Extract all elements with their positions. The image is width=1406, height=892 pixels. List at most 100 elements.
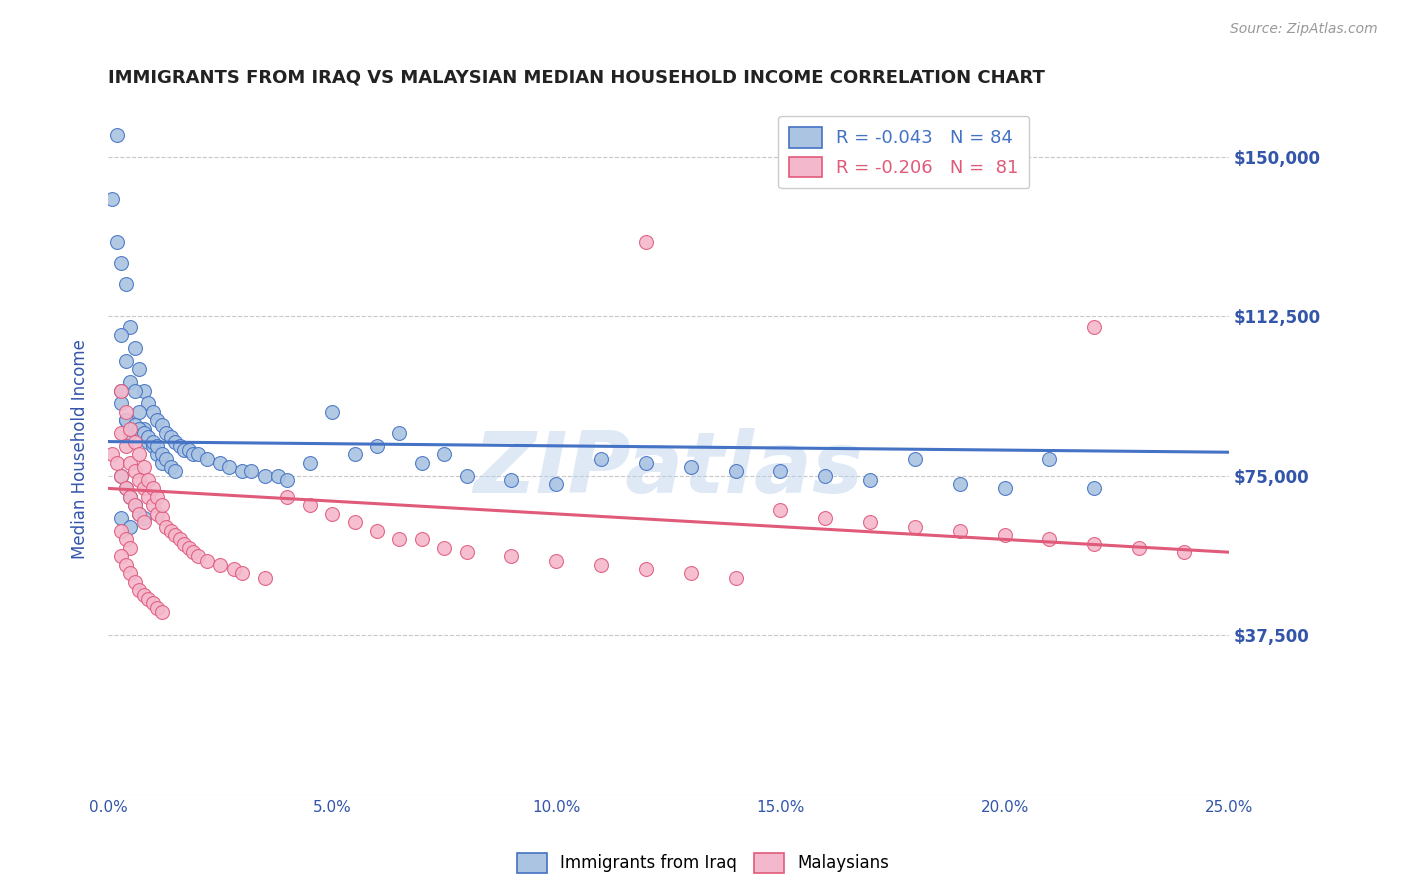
Point	[101, 447, 124, 461]
Point	[366, 524, 388, 538]
Legend: R = -0.043   N = 84, R = -0.206   N =  81: R = -0.043 N = 84, R = -0.206 N = 81	[778, 116, 1029, 188]
Point	[120, 541, 142, 555]
Point	[949, 524, 972, 538]
Point	[1038, 533, 1060, 547]
Point	[146, 413, 169, 427]
Point	[124, 574, 146, 589]
Point	[128, 362, 150, 376]
Point	[904, 451, 927, 466]
Point	[105, 235, 128, 249]
Point	[155, 451, 177, 466]
Point	[1038, 451, 1060, 466]
Point	[128, 507, 150, 521]
Point	[142, 482, 165, 496]
Point	[120, 426, 142, 441]
Point	[195, 554, 218, 568]
Point	[343, 447, 366, 461]
Point	[240, 464, 263, 478]
Point	[321, 405, 343, 419]
Point	[115, 558, 138, 572]
Point	[150, 511, 173, 525]
Point	[993, 528, 1015, 542]
Point	[165, 528, 187, 542]
Point	[253, 468, 276, 483]
Point	[173, 443, 195, 458]
Point	[150, 605, 173, 619]
Point	[128, 507, 150, 521]
Point	[124, 464, 146, 478]
Point	[501, 549, 523, 564]
Point	[276, 473, 298, 487]
Point	[132, 516, 155, 530]
Point	[546, 477, 568, 491]
Point	[105, 456, 128, 470]
Point	[101, 192, 124, 206]
Point	[231, 566, 253, 581]
Point	[110, 256, 132, 270]
Point	[150, 447, 173, 461]
Point	[298, 456, 321, 470]
Point	[138, 396, 160, 410]
Point	[138, 592, 160, 607]
Point	[769, 464, 792, 478]
Point	[128, 405, 150, 419]
Point	[115, 482, 138, 496]
Point	[253, 571, 276, 585]
Text: IMMIGRANTS FROM IRAQ VS MALAYSIAN MEDIAN HOUSEHOLD INCOME CORRELATION CHART: IMMIGRANTS FROM IRAQ VS MALAYSIAN MEDIAN…	[108, 69, 1045, 87]
Point	[181, 545, 204, 559]
Point	[634, 235, 657, 249]
Point	[142, 596, 165, 610]
Y-axis label: Median Household Income: Median Household Income	[72, 339, 89, 559]
Point	[209, 558, 232, 572]
Point	[173, 537, 195, 551]
Point	[222, 562, 245, 576]
Point	[124, 417, 146, 432]
Point	[155, 426, 177, 441]
Point	[1173, 545, 1195, 559]
Point	[124, 341, 146, 355]
Point	[124, 499, 146, 513]
Point	[195, 451, 218, 466]
Point	[142, 405, 165, 419]
Point	[120, 566, 142, 581]
Point	[218, 460, 240, 475]
Text: Source: ZipAtlas.com: Source: ZipAtlas.com	[1230, 22, 1378, 37]
Point	[124, 499, 146, 513]
Point	[120, 490, 142, 504]
Point	[321, 507, 343, 521]
Point	[150, 456, 173, 470]
Point	[159, 524, 181, 538]
Point	[110, 328, 132, 343]
Point	[124, 434, 146, 449]
Point	[105, 128, 128, 143]
Point	[814, 468, 837, 483]
Point	[132, 482, 155, 496]
Point	[110, 468, 132, 483]
Point	[169, 533, 191, 547]
Point	[150, 417, 173, 432]
Point	[949, 477, 972, 491]
Point	[115, 482, 138, 496]
Point	[859, 473, 882, 487]
Point	[1128, 541, 1150, 555]
Point	[433, 541, 456, 555]
Point	[132, 422, 155, 436]
Point	[591, 558, 613, 572]
Point	[115, 277, 138, 292]
Point	[411, 533, 433, 547]
Point	[120, 519, 142, 533]
Point	[591, 451, 613, 466]
Point	[120, 422, 142, 436]
Point	[433, 447, 456, 461]
Point	[177, 443, 200, 458]
Point	[115, 413, 138, 427]
Point	[859, 516, 882, 530]
Point	[501, 473, 523, 487]
Point	[115, 439, 138, 453]
Point	[769, 502, 792, 516]
Point	[110, 511, 132, 525]
Point	[388, 533, 411, 547]
Point	[169, 439, 191, 453]
Point	[546, 554, 568, 568]
Point	[187, 447, 209, 461]
